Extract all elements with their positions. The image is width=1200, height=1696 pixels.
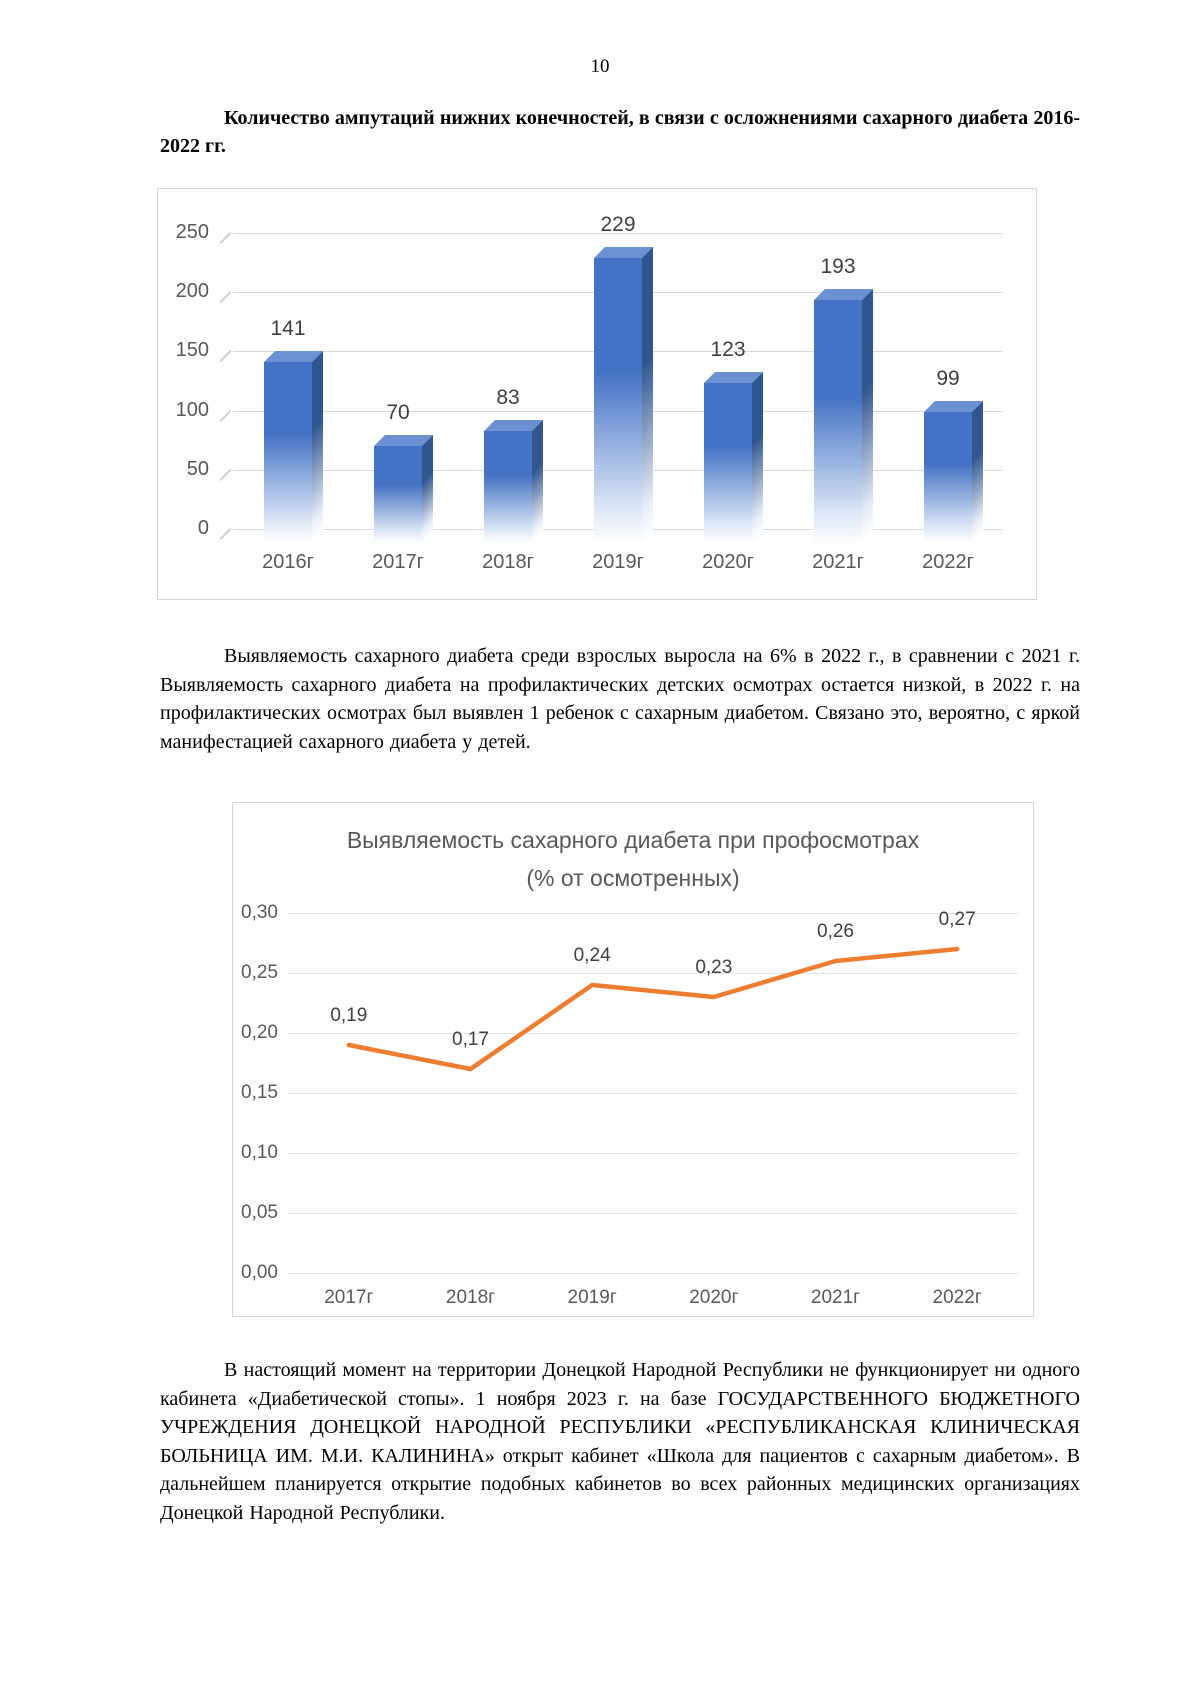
x-axis-category-label: 2016г — [262, 551, 314, 573]
y-axis-tick-label: 0,30 — [241, 902, 278, 923]
bar — [924, 411, 972, 542]
y-axis-tick-slant — [219, 231, 232, 245]
bar-value-label: 70 — [386, 401, 410, 425]
bar-value-label: 193 — [820, 255, 856, 279]
detection-rate-line — [346, 946, 960, 1072]
point-value-label: 0,26 — [817, 921, 854, 942]
gridline — [288, 1273, 1018, 1274]
line-chart-title: Выявляемость сахарного диабета при профо… — [346, 827, 920, 853]
y-axis-tick-label: 150 — [175, 339, 209, 362]
line-series — [346, 946, 960, 1072]
bar-side-face — [972, 400, 983, 542]
x-axis-category-label: 2017г — [324, 1287, 374, 1308]
x-axis-category-label: 2022г — [932, 1287, 982, 1308]
y-axis-tick-label: 0 — [197, 517, 209, 539]
y-axis-tick-slant — [219, 468, 232, 481]
x-axis-category-label: 2018г — [445, 1287, 496, 1308]
y-axis-tick-label: 250 — [175, 221, 209, 243]
gridline — [233, 233, 1003, 234]
y-axis-tick-label: 50 — [186, 457, 209, 480]
bar-side-face — [532, 419, 543, 542]
gridline — [288, 973, 1018, 974]
point-value-label: 0,24 — [573, 945, 611, 966]
paragraph-detection: Выявляемость сахарного диабета среди взр… — [160, 645, 1080, 753]
x-axis-category-label: 2020г — [689, 1287, 739, 1308]
bar — [704, 383, 752, 542]
y-axis-tick-label: 100 — [175, 398, 209, 421]
page-number: 10 — [590, 56, 610, 77]
y-axis-tick-label: 0,00 — [241, 1262, 278, 1283]
y-axis-tick-label: 0,20 — [241, 1022, 278, 1043]
bar-value-label: 99 — [936, 366, 960, 390]
bar-side-face — [642, 246, 653, 542]
x-axis-category-label: 2019г — [592, 551, 644, 573]
point-value-label: 0,27 — [938, 909, 976, 930]
x-axis-category-label: 2019г — [567, 1287, 617, 1308]
y-axis-tick-label: 0,15 — [241, 1082, 278, 1103]
bar-side-face — [422, 435, 433, 542]
bar — [374, 446, 422, 542]
bar-value-label: 83 — [496, 385, 520, 409]
bar — [484, 430, 532, 542]
y-axis-tick-slant — [219, 350, 232, 363]
y-axis-tick-label: 0,05 — [241, 1202, 278, 1223]
x-axis-category-label: 2022г — [922, 551, 974, 573]
gridline — [288, 1093, 1018, 1094]
x-axis-category-label: 2021г — [810, 1287, 861, 1308]
y-axis-tick-label: 0,25 — [241, 962, 278, 983]
bar-value-label: 123 — [710, 338, 746, 362]
bar-value-label: 141 — [270, 317, 306, 341]
y-axis-tick-slant — [219, 409, 232, 422]
bar — [264, 362, 312, 542]
amputations-bar-chart: 0 50 100 150 200 250 141 2016г 70 2017г 83 2018г 229… — [157, 188, 1037, 600]
bar — [594, 257, 642, 542]
gridline — [288, 913, 1018, 914]
bar-value-label: 229 — [600, 212, 636, 236]
bar-side-face — [862, 289, 873, 542]
paragraph-diabetic-foot: В настоящий момент на территории Донецко… — [160, 1359, 1080, 1524]
gridline — [288, 1153, 1018, 1154]
detection-line-chart: Выявляемость сахарного диабета при профо… — [232, 802, 1034, 1317]
point-value-label: 0,23 — [695, 957, 733, 978]
point-value-label: 0,19 — [330, 1005, 368, 1026]
x-axis-category-label: 2018г — [482, 551, 534, 573]
y-axis-tick-slant — [219, 291, 232, 304]
x-axis-category-label: 2020г — [702, 551, 754, 573]
y-axis-tick-label: 200 — [175, 280, 209, 303]
point-value-label: 0,17 — [452, 1029, 489, 1050]
x-axis-category-label: 2017г — [372, 551, 424, 573]
gridline — [288, 1033, 1018, 1034]
line-chart-subtitle: (% от осмотренных) — [526, 865, 740, 891]
y-axis-tick-slant — [219, 527, 232, 541]
x-axis-category-label: 2021г — [812, 551, 864, 573]
gridline — [288, 1213, 1018, 1214]
y-axis-tick-label: 0,10 — [241, 1142, 278, 1163]
bar-side-face — [312, 351, 323, 542]
bar — [814, 300, 862, 542]
bar-side-face — [752, 372, 763, 542]
document-heading: Количество ампутаций нижних конечностей,… — [160, 107, 1080, 157]
